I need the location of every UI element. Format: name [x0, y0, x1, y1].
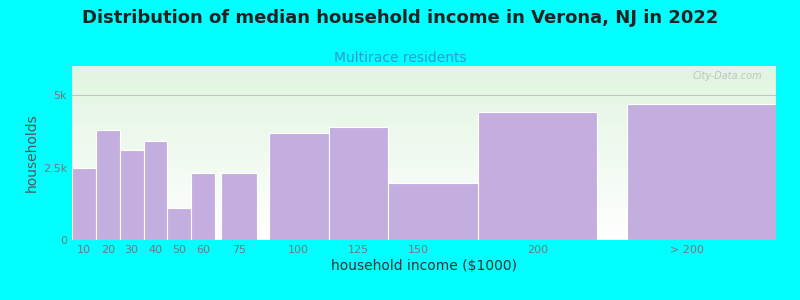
Bar: [72, 167, 96, 240]
Bar: [143, 141, 167, 240]
Bar: [120, 150, 143, 240]
Text: Distribution of median household income in Verona, NJ in 2022: Distribution of median household income …: [82, 9, 718, 27]
Bar: [191, 173, 215, 240]
Bar: [329, 127, 388, 240]
X-axis label: household income ($1000): household income ($1000): [331, 259, 517, 273]
Text: Multirace residents: Multirace residents: [334, 51, 466, 65]
Bar: [167, 208, 191, 240]
Bar: [221, 173, 257, 240]
Bar: [627, 104, 800, 240]
Bar: [96, 130, 120, 240]
Bar: [388, 183, 507, 240]
Y-axis label: households: households: [25, 114, 38, 192]
Bar: [269, 133, 329, 240]
Bar: [478, 112, 597, 240]
Text: City-Data.com: City-Data.com: [692, 71, 762, 81]
